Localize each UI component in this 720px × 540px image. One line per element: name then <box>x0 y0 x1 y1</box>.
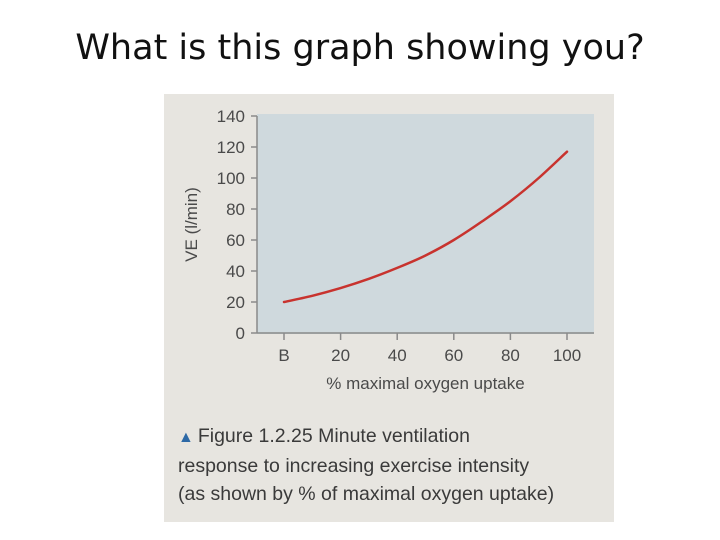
y-tick-label-140: 140 <box>217 107 245 126</box>
y-tick-label-120: 120 <box>217 138 245 157</box>
figure-photo: 0 20 40 60 80 100 120 140 VE (l/min) B 20 40 60 80 100… <box>164 94 614 522</box>
x-tick-label-60: 60 <box>444 346 463 365</box>
y-tick-label-0: 0 <box>236 324 245 343</box>
caption-line-3: (as shown by % of maximal oxygen uptake) <box>178 483 555 505</box>
caption-triangle-icon: ▲ <box>178 429 194 446</box>
plot-area <box>257 114 594 334</box>
y-tick-label-60: 60 <box>226 231 245 250</box>
y-tick-label-80: 80 <box>226 200 245 219</box>
series-line-0 <box>282 150 569 304</box>
slide-title: What is this graph showing you? <box>75 28 645 68</box>
x-tick-label-40: 40 <box>388 346 407 365</box>
x-tick-label-100: 100 <box>553 346 581 365</box>
y-tick-label-20: 20 <box>226 293 245 312</box>
x-axis-label: % maximal oxygen uptake <box>326 374 524 393</box>
ventilation-chart: 0 20 40 60 80 100 120 140 VE (l/min) B 20 40 60 80 100… <box>182 107 594 393</box>
figure-caption: ▲ Figure 1.2.25 Minute ventilation respon… <box>178 422 608 508</box>
x-tick-label-20: 20 <box>331 346 350 365</box>
caption-text-1: Figure 1.2.25 Minute ventilation <box>197 425 470 447</box>
y-tick-label-100: 100 <box>217 169 245 188</box>
caption-line-1: ▲ Figure 1.2.25 Minute ventilation <box>178 422 608 452</box>
caption-line-2: response to increasing exercise intensit… <box>178 455 530 477</box>
y-tick-label-40: 40 <box>226 262 245 281</box>
x-tick-label-80: 80 <box>501 346 520 365</box>
y-axis-label: VE (l/min) <box>182 187 201 262</box>
x-tick-label-B: B <box>278 346 289 365</box>
